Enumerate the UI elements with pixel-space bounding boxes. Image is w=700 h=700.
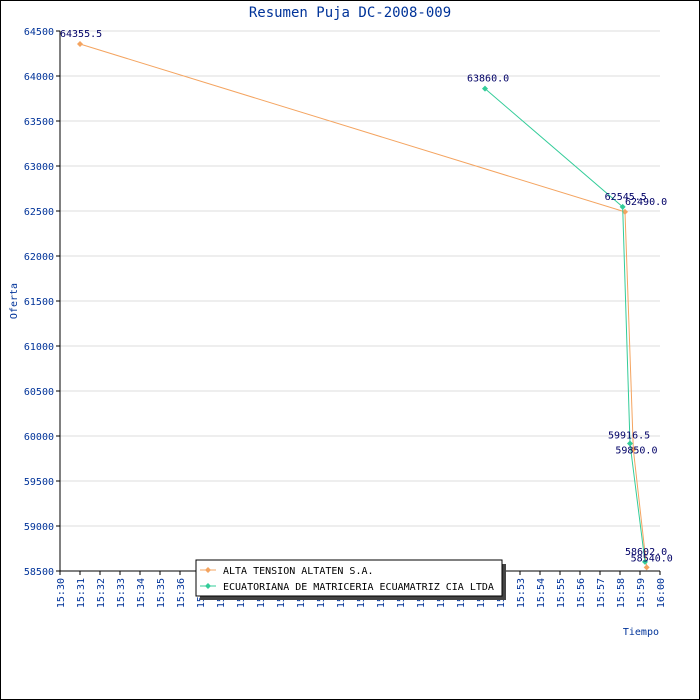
x-tick-label: 15:55 xyxy=(556,578,567,608)
y-axis-label: Oferta xyxy=(9,283,20,319)
y-tick-label: 60000 xyxy=(24,432,54,443)
data-label: 62490.0 xyxy=(625,197,667,208)
data-point xyxy=(630,446,637,453)
data-point xyxy=(643,564,650,571)
legend-box xyxy=(195,559,503,597)
data-label: 62545.5 xyxy=(605,192,647,203)
data-label: 63860.0 xyxy=(467,74,509,85)
x-tick-label: 15:34 xyxy=(136,578,147,608)
x-tick-label: 15:33 xyxy=(116,578,127,608)
x-tick-label: 15:35 xyxy=(156,578,167,608)
data-label: 58602.0 xyxy=(625,547,667,558)
data-point xyxy=(482,85,488,92)
x-tick-label: 15:56 xyxy=(576,578,587,608)
x-axis-label: Tiempo xyxy=(623,627,659,638)
data-labels-layer: 64355.5 62490.0 59850.0 58540.0 63860.0 62545… xyxy=(60,29,673,564)
data-point xyxy=(627,440,633,447)
y-tick-label: 59000 xyxy=(24,522,54,533)
x-tick-label: 15:30 xyxy=(56,578,67,608)
y-tick-label: 63000 xyxy=(24,162,54,173)
x-tick-label: 16:00 xyxy=(656,578,667,608)
legend-marker xyxy=(205,567,211,573)
data-label: 59850.0 xyxy=(615,446,657,457)
data-point xyxy=(619,203,626,210)
grid xyxy=(60,30,660,572)
x-tick-label: 15:53 xyxy=(516,578,527,608)
data-label: 58540.0 xyxy=(631,553,673,564)
y-tick-label: 62000 xyxy=(24,252,54,263)
data-point xyxy=(622,208,628,215)
x-tick-label: 15:57 xyxy=(596,578,607,608)
data-label: 64355.5 xyxy=(60,29,102,40)
data-label: 59916.5 xyxy=(608,431,650,442)
data-point xyxy=(642,558,648,565)
x-tick-label: 15:58 xyxy=(616,578,627,608)
legend-label: ALTA TENSION ALTATEN S.A. xyxy=(223,566,374,577)
legend-marker xyxy=(205,583,211,589)
y-tick-label: 61000 xyxy=(24,342,54,353)
y-tick-label: 64500 xyxy=(24,27,54,38)
legend-items: ALTA TENSION ALTATEN S.A. ECUATORIANA DE … xyxy=(200,566,494,593)
x-tick-label: 15:59 xyxy=(636,578,647,608)
x-tick-label: 15:32 xyxy=(96,578,107,608)
y-tick-label: 64000 xyxy=(24,72,54,83)
legend-label: ECUATORIANA DE MATRICERIA ECUAMATRIZ CIA… xyxy=(223,582,494,593)
x-tick-label: 15:36 xyxy=(176,578,187,608)
x-tick-label: 15:31 xyxy=(76,578,87,608)
y-tick-label: 60500 xyxy=(24,387,54,398)
chart-title: Resumen Puja DC-2008-009 xyxy=(249,5,451,21)
series-line-1 xyxy=(484,88,646,562)
legend: ALTA TENSION ALTATEN S.A. ECUATORIANA DE … xyxy=(195,559,506,600)
y-tick-label: 61500 xyxy=(24,297,54,308)
series-line-0 xyxy=(79,43,648,568)
y-tick-label: 63500 xyxy=(24,117,54,128)
series-layer xyxy=(77,41,650,571)
y-tick-label: 58500 xyxy=(24,567,54,578)
y-tick-label: 59500 xyxy=(24,477,54,488)
y-axis-ticks: 58500 59000 59500 60000 60500 61000 61500 62000… xyxy=(24,27,60,578)
y-tick-label: 62500 xyxy=(24,207,54,218)
x-tick-label: 15:54 xyxy=(536,578,547,608)
data-point xyxy=(77,41,83,48)
